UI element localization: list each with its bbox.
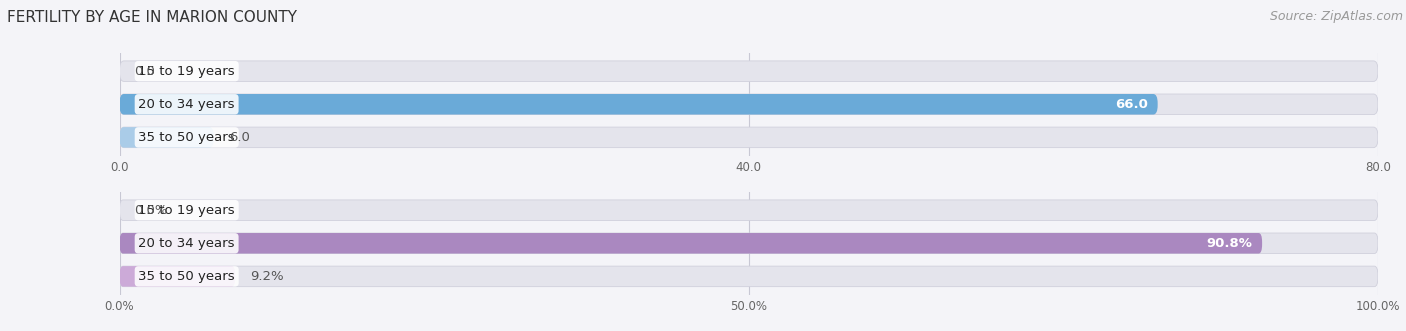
- FancyBboxPatch shape: [120, 94, 1157, 115]
- Text: 90.8%: 90.8%: [1206, 237, 1251, 250]
- Text: 35 to 50 years: 35 to 50 years: [138, 131, 235, 144]
- Text: Source: ZipAtlas.com: Source: ZipAtlas.com: [1270, 10, 1403, 23]
- FancyBboxPatch shape: [120, 61, 1378, 81]
- Text: FERTILITY BY AGE IN MARION COUNTY: FERTILITY BY AGE IN MARION COUNTY: [7, 10, 297, 25]
- Text: 15 to 19 years: 15 to 19 years: [138, 204, 235, 217]
- Text: 9.2%: 9.2%: [250, 270, 284, 283]
- Text: 0.0: 0.0: [135, 65, 156, 78]
- Text: 66.0: 66.0: [1115, 98, 1147, 111]
- Text: 15 to 19 years: 15 to 19 years: [138, 65, 235, 78]
- FancyBboxPatch shape: [120, 94, 1378, 115]
- FancyBboxPatch shape: [120, 233, 1263, 254]
- Text: 6.0: 6.0: [229, 131, 250, 144]
- FancyBboxPatch shape: [120, 127, 214, 148]
- FancyBboxPatch shape: [120, 266, 235, 287]
- FancyBboxPatch shape: [120, 233, 1378, 254]
- Text: 0.0%: 0.0%: [135, 204, 169, 217]
- Text: 35 to 50 years: 35 to 50 years: [138, 270, 235, 283]
- FancyBboxPatch shape: [120, 200, 1378, 220]
- Text: 20 to 34 years: 20 to 34 years: [138, 237, 235, 250]
- FancyBboxPatch shape: [120, 127, 1378, 148]
- Text: 20 to 34 years: 20 to 34 years: [138, 98, 235, 111]
- FancyBboxPatch shape: [120, 266, 1378, 287]
